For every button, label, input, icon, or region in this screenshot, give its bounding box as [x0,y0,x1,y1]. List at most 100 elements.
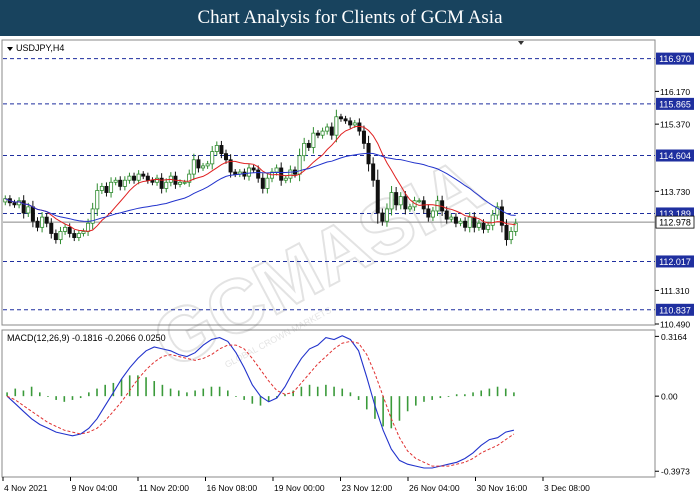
level-tag [656,255,694,268]
candle-body [104,185,109,193]
macd-histogram-bar [169,388,172,397]
candle-body [155,177,160,183]
level-tag [656,149,694,162]
macd-histogram-bar [480,390,483,397]
macd-lines [6,335,515,469]
candle-body [132,175,137,181]
time-tick-label: 26 Nov 04:00 [409,483,460,493]
candle-body [205,163,210,167]
candle-body [398,196,403,206]
candle-body [164,181,169,189]
macd-tick-label: -0.3973 [661,467,690,477]
candle-body [334,116,339,136]
macd-axis: 0.3164 0.00 -0.3973 [655,332,690,477]
candle-body [426,208,431,218]
level-tag-label: 115.865 [659,99,691,109]
candle-body [224,153,229,161]
candle-body [279,167,284,181]
candle-body [499,206,504,226]
candle-body [141,173,146,177]
candle-body [187,173,192,183]
candle-body [86,222,91,232]
level-tag-label: 114.604 [659,151,691,161]
macd-histogram-bar [259,396,262,406]
macd-histogram-bar [161,384,164,397]
candle-body [417,200,422,203]
candle-body [233,171,238,175]
candle-body [504,224,509,241]
macd-histogram-bar [292,390,294,397]
level-tag [656,303,694,316]
moving-averages [5,125,516,232]
title-bar: Chart Analysis for Clients of GCM Asia [0,0,700,36]
price-tick-label: 113.730 [660,187,690,197]
candle-body [214,145,219,152]
macd-histogram-bar [88,392,90,397]
macd-histogram-bar [153,381,156,397]
price-axis: 116.970 115.865 114.604 113.189 112.017 110.8… [655,52,695,330]
candle-body [458,220,463,224]
macd-histogram-bar [120,379,123,397]
macd-histogram-bar [47,396,49,397]
level-tag [656,52,694,65]
macd-histogram-bar [308,384,311,397]
time-tick-label: 4 Nov 2021 [4,483,48,493]
candle-body [35,220,40,228]
macd-histogram-bar [71,396,74,400]
candle-body [311,132,316,148]
dropdown-triangle-icon[interactable] [7,47,13,51]
candle-body [472,216,477,228]
candle-body [21,200,26,214]
candle-body [430,210,435,218]
level-lines [3,58,655,311]
candle-body [513,222,518,232]
time-tick-label: 30 Nov 16:00 [477,483,528,493]
macd-histogram-bar [284,394,286,397]
candle-body [210,151,215,165]
candle-body [394,192,399,206]
candle-body [375,179,380,214]
candle-body [325,126,330,132]
macd-tick-label: 0.3164 [661,332,687,342]
candle-body [63,226,68,232]
candle-body [444,210,449,220]
macd-histogram-bar [398,396,401,421]
candle-body [329,126,334,136]
macd-histogram-bar [227,390,229,397]
macd-histogram-bar [472,392,474,397]
candle-body [403,196,408,210]
candle-body [196,159,201,169]
time-tick-label: 19 Nov 00:00 [274,483,325,493]
candle-body [159,177,164,189]
ma-fast-line [5,125,516,232]
time-tick-label: 3 Dec 08:00 [544,483,590,493]
macd-histogram-bar [267,396,270,402]
macd-histogram-bar [177,390,180,397]
candle-body [53,233,58,241]
price-tick-label: 110.490 [660,320,690,330]
time-tick-label: 16 Nov 08:00 [207,483,258,493]
macd-histogram [6,375,515,429]
candle-body [481,222,486,230]
macd-histogram-bar [488,388,491,397]
macd-histogram-bar [423,396,425,402]
macd-histogram-bar [439,396,442,399]
macd-histogram-bar [496,386,499,397]
macd-histogram-bar [55,396,57,400]
macd-histogram-bar [194,390,196,397]
candle-body [127,175,132,181]
macd-histogram-bar [137,375,139,397]
candle-body [283,177,288,181]
candle-body [306,142,311,148]
candle-body [58,231,63,241]
candle-body [67,226,72,234]
candle-body [476,222,481,228]
candle-body [361,130,366,144]
macd-histogram-bar [504,388,507,397]
macd-histogram-bar [210,386,213,397]
candle-body [509,231,514,241]
symbol-selector[interactable]: USDJPY,H4 [7,43,64,53]
candle-body [228,159,233,173]
macd-histogram-bar [128,375,131,397]
macd-histogram-bar [341,388,344,397]
